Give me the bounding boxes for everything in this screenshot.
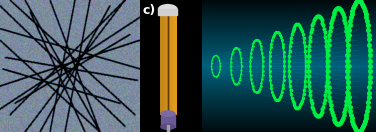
Text: c): c) [143,4,156,17]
Bar [158,9,177,15]
Bar [167,125,169,132]
Ellipse shape [161,124,174,129]
Ellipse shape [158,5,177,14]
Bar [161,114,174,127]
Ellipse shape [161,111,174,116]
